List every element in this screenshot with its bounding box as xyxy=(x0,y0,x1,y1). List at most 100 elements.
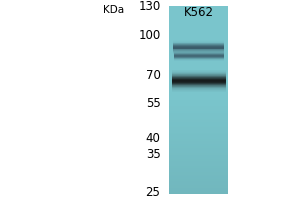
Bar xyxy=(169,48,228,49)
Bar xyxy=(169,105,228,106)
Bar xyxy=(169,87,228,88)
Bar xyxy=(169,73,228,74)
Bar xyxy=(169,80,228,81)
Bar xyxy=(169,141,228,142)
Bar xyxy=(173,54,224,55)
Text: 25: 25 xyxy=(146,186,160,198)
Bar xyxy=(169,128,228,129)
Bar xyxy=(169,32,228,33)
Bar xyxy=(169,179,228,180)
Bar xyxy=(169,10,228,11)
Bar xyxy=(172,78,226,79)
Bar xyxy=(169,13,228,14)
Bar xyxy=(169,61,228,62)
Bar xyxy=(174,55,224,56)
Bar xyxy=(169,21,228,22)
Bar xyxy=(169,69,228,70)
Bar xyxy=(169,184,228,185)
Bar xyxy=(169,134,228,135)
Bar xyxy=(169,112,228,113)
Bar xyxy=(169,177,228,178)
Bar xyxy=(169,58,228,59)
Bar xyxy=(174,60,224,61)
Text: 35: 35 xyxy=(146,148,160,161)
Bar xyxy=(169,75,228,76)
Bar xyxy=(172,73,226,74)
Bar xyxy=(169,176,228,177)
Bar xyxy=(169,20,228,21)
Bar xyxy=(169,58,228,59)
Bar xyxy=(169,124,228,125)
Bar xyxy=(173,50,224,51)
Bar xyxy=(172,87,226,88)
Bar xyxy=(169,185,228,186)
Bar xyxy=(169,56,228,57)
Bar xyxy=(169,31,228,32)
Bar xyxy=(169,33,228,34)
Bar xyxy=(169,103,228,104)
Bar xyxy=(169,18,228,19)
Bar xyxy=(169,68,228,69)
Bar xyxy=(169,135,228,136)
Bar xyxy=(169,190,228,191)
Bar xyxy=(169,142,228,143)
Bar xyxy=(169,179,228,180)
Bar xyxy=(169,78,228,79)
Bar xyxy=(169,137,228,138)
Bar xyxy=(169,183,228,184)
Bar xyxy=(169,159,228,160)
Bar xyxy=(169,30,228,31)
Bar xyxy=(174,58,224,59)
Bar xyxy=(169,121,228,122)
Bar xyxy=(169,43,228,44)
Bar xyxy=(169,100,228,101)
Bar xyxy=(174,51,224,52)
Bar xyxy=(169,43,228,44)
Text: 55: 55 xyxy=(146,97,160,110)
Bar xyxy=(169,23,228,24)
Bar xyxy=(169,55,228,56)
Bar xyxy=(169,147,228,148)
Bar xyxy=(169,54,228,55)
Bar xyxy=(169,162,228,163)
Text: KDa: KDa xyxy=(103,5,124,15)
Bar xyxy=(169,13,228,14)
Bar xyxy=(174,57,224,58)
Bar xyxy=(172,84,226,85)
Bar xyxy=(169,18,228,19)
Bar xyxy=(169,102,228,103)
Bar xyxy=(169,6,228,7)
Bar xyxy=(174,53,224,54)
Bar xyxy=(169,129,228,130)
Bar xyxy=(173,53,224,54)
Bar xyxy=(169,155,228,156)
Text: 130: 130 xyxy=(138,0,160,12)
Bar xyxy=(169,132,228,133)
Bar xyxy=(169,50,228,51)
Bar xyxy=(169,125,228,126)
Bar xyxy=(169,147,228,148)
Bar xyxy=(169,67,228,68)
Bar xyxy=(173,47,224,48)
Bar xyxy=(169,88,228,89)
Bar xyxy=(169,38,228,39)
Bar xyxy=(174,60,224,61)
Bar xyxy=(169,98,228,99)
Bar xyxy=(169,133,228,134)
Bar xyxy=(172,90,226,91)
Bar xyxy=(169,77,228,78)
Bar xyxy=(169,137,228,138)
Bar xyxy=(169,33,228,34)
Bar xyxy=(174,55,224,56)
Bar xyxy=(169,72,228,73)
Bar xyxy=(174,56,224,57)
Bar xyxy=(169,143,228,144)
Bar xyxy=(169,90,228,91)
Bar xyxy=(169,105,228,106)
Bar xyxy=(169,140,228,141)
Bar xyxy=(169,15,228,16)
Bar xyxy=(172,76,226,77)
Bar xyxy=(169,70,228,71)
Bar xyxy=(169,48,228,49)
Bar xyxy=(169,63,228,64)
